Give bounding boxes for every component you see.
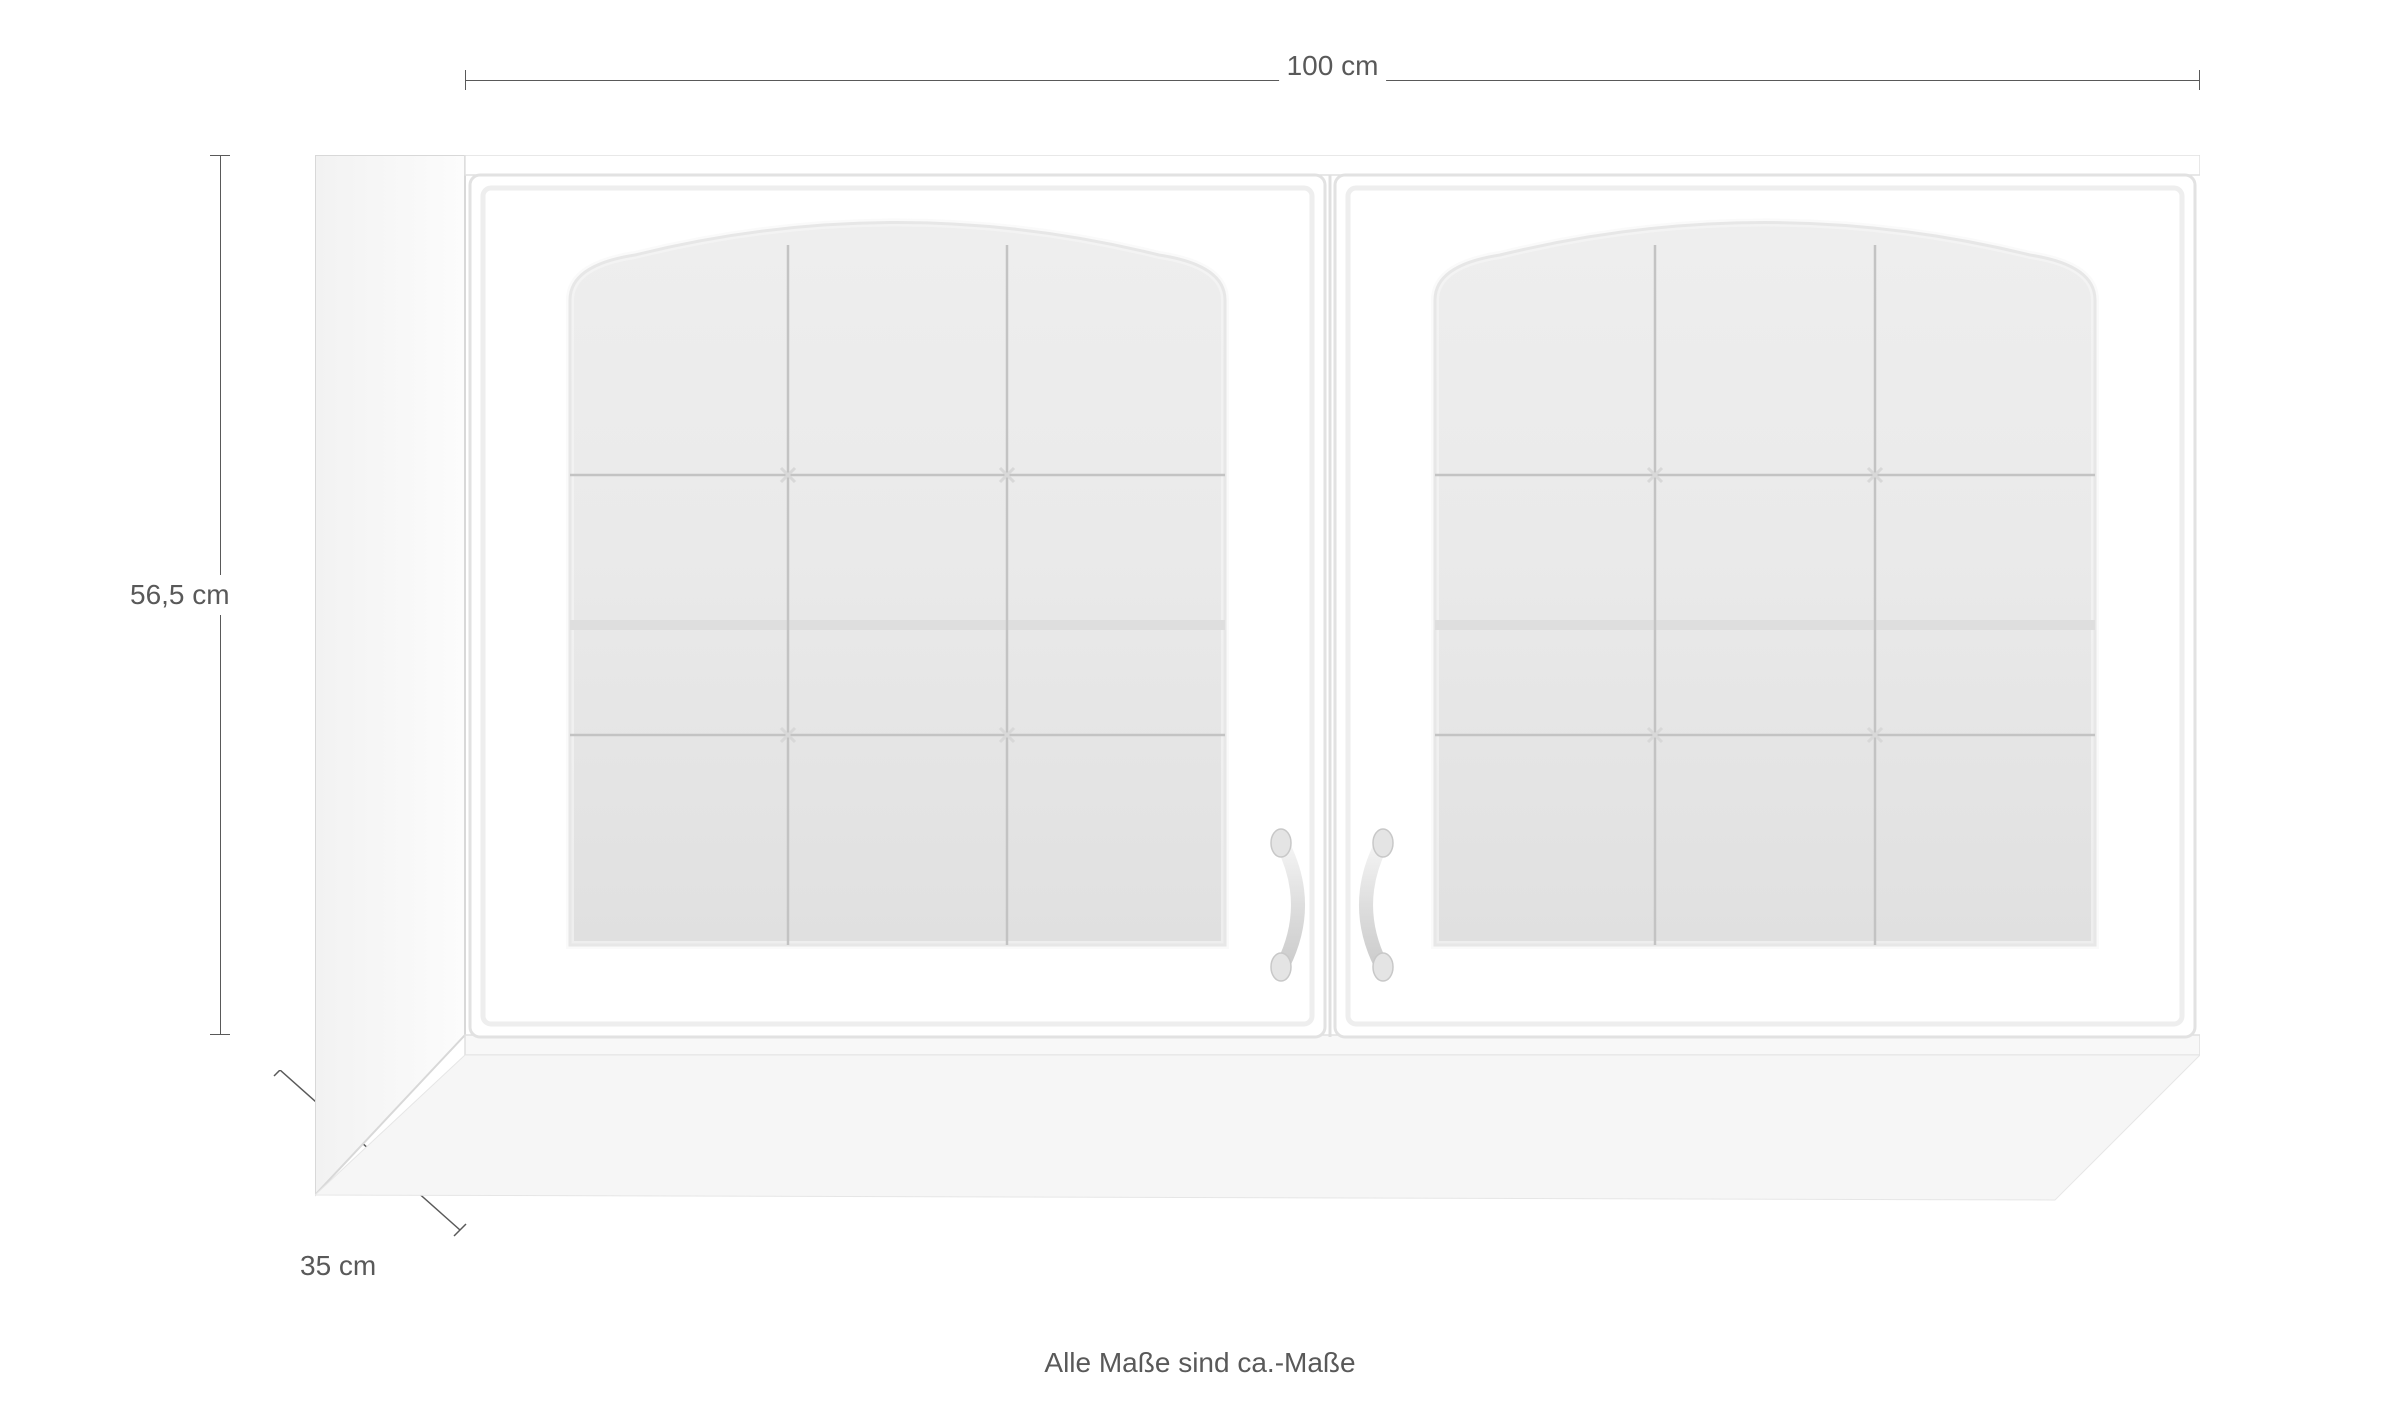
cabinet-door-right bbox=[1335, 175, 2195, 1037]
dimension-tick bbox=[2199, 70, 2200, 90]
dimension-tick bbox=[210, 1034, 230, 1035]
cabinet-illustration bbox=[315, 155, 2200, 1205]
dimension-width: 100 cm bbox=[465, 60, 2200, 100]
dimension-height: 56,5 cm bbox=[200, 155, 240, 1035]
dimensions-note: Alle Maße sind ca.-Maße bbox=[1044, 1347, 1355, 1379]
cabinet-door-left bbox=[470, 175, 1325, 1037]
dimension-width-label: 100 cm bbox=[1279, 50, 1387, 82]
dimension-height-label: 56,5 cm bbox=[130, 575, 230, 615]
diagram-container: 100 cm 56,5 cm 35 cm bbox=[0, 0, 2400, 1414]
dimension-depth-label: 35 cm bbox=[300, 1250, 376, 1282]
